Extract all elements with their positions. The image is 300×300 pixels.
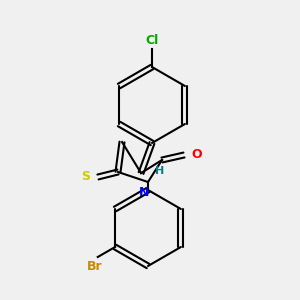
Text: S: S — [81, 170, 90, 184]
Text: H: H — [155, 166, 164, 176]
Text: Br: Br — [87, 260, 103, 273]
Text: N: N — [139, 186, 149, 199]
Text: Cl: Cl — [146, 34, 159, 47]
Text: O: O — [191, 148, 202, 161]
